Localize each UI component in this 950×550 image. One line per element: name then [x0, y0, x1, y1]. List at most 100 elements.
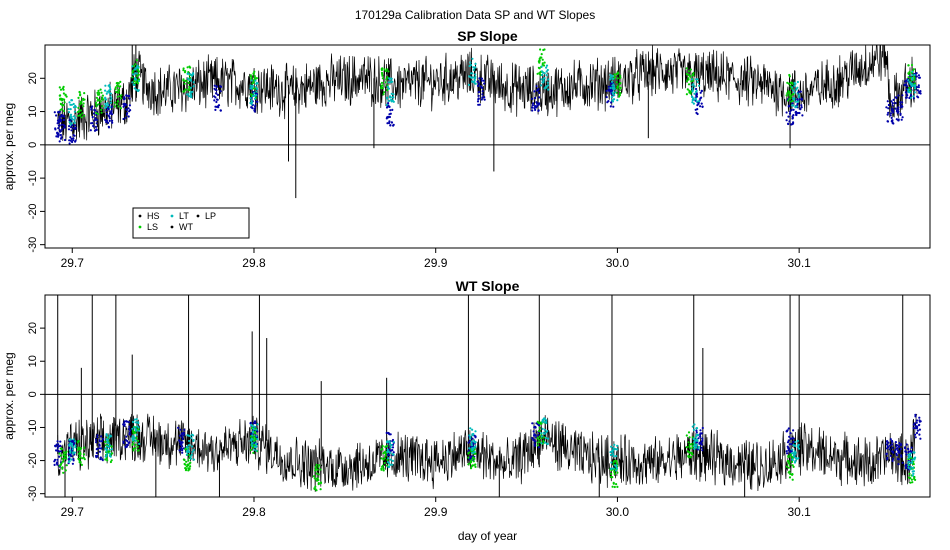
data-point-lt — [392, 440, 395, 443]
data-point-ls — [386, 68, 389, 71]
data-point-hs — [63, 126, 66, 129]
x-tick-label: 29.9 — [424, 505, 448, 519]
data-point-lt — [609, 78, 612, 81]
data-point-lt — [108, 444, 111, 447]
data-point-hs — [801, 114, 804, 117]
data-point-ls — [909, 76, 912, 79]
data-point-lt — [467, 83, 471, 86]
data-point-lt — [468, 75, 471, 78]
data-point-hs — [94, 117, 97, 120]
data-point-ls — [913, 82, 916, 85]
data-point-ls — [96, 112, 99, 116]
data-point-hs — [697, 437, 700, 440]
data-point-ls — [188, 453, 191, 456]
data-point-hs — [214, 108, 217, 111]
data-point-ls — [317, 473, 320, 476]
data-point-lt — [389, 458, 392, 461]
data-point-ls — [541, 62, 544, 65]
data-point-lt — [911, 77, 914, 80]
data-point-ls — [386, 76, 389, 79]
data-point-hs — [699, 105, 702, 108]
data-point-ls — [61, 460, 64, 463]
data-point-hs — [181, 437, 184, 441]
data-point-lt — [609, 451, 612, 454]
data-point-hs — [533, 440, 536, 443]
data-point-hs — [213, 99, 216, 102]
data-point-hs — [63, 115, 66, 118]
data-point-ls — [318, 464, 321, 467]
y-tick-label: -20 — [27, 453, 39, 469]
data-point-ls — [788, 73, 791, 77]
data-point-lt — [388, 78, 391, 81]
data-point-hs — [899, 447, 903, 451]
data-point-hs — [100, 447, 103, 450]
data-point-lt — [138, 442, 141, 445]
data-point-ls — [913, 476, 916, 479]
data-point-lt — [693, 437, 696, 440]
data-point-ls — [692, 71, 695, 75]
data-point-ls — [543, 61, 546, 64]
data-point-hs — [477, 82, 481, 85]
data-point-hs — [533, 443, 536, 446]
data-point-lt — [251, 101, 254, 104]
data-point-hs — [125, 113, 128, 116]
data-point-hs — [792, 440, 795, 443]
data-point-hs — [887, 103, 891, 107]
data-point-lt — [695, 433, 698, 436]
data-point-ls — [96, 91, 99, 94]
data-point-lt — [612, 446, 615, 450]
data-point-hs — [915, 419, 919, 422]
data-point-hs — [53, 111, 56, 114]
data-point-lt — [108, 434, 111, 437]
data-point-hs — [904, 79, 908, 82]
data-point-hs — [127, 421, 130, 424]
data-point-ls — [611, 476, 614, 479]
data-point-hs — [385, 431, 388, 434]
data-point-ls — [542, 64, 546, 67]
data-point-ls — [182, 67, 185, 70]
data-point-ls — [254, 437, 257, 440]
data-point-lt — [391, 96, 394, 99]
data-point-hs — [891, 121, 894, 124]
data-point-hs — [899, 101, 902, 104]
data-point-hs — [216, 98, 219, 101]
data-point-hs — [885, 443, 888, 446]
data-point-hs — [538, 91, 541, 94]
data-point-hs — [216, 93, 220, 96]
data-point-ls — [688, 443, 691, 446]
data-point-ls — [382, 93, 385, 96]
data-point-hs — [60, 136, 63, 139]
data-point-hs — [69, 453, 72, 457]
data-point-hs — [389, 449, 392, 452]
data-point-hs — [104, 118, 107, 121]
chart-title: SP Slope — [457, 28, 518, 44]
data-point-lt — [74, 105, 77, 109]
data-point-hs — [219, 109, 222, 112]
data-point-hs — [124, 104, 127, 107]
data-point-hs — [95, 441, 98, 444]
data-point-lt — [69, 451, 72, 454]
data-point-hs — [471, 437, 474, 440]
data-point-lt — [793, 461, 797, 464]
data-point-lt — [611, 77, 614, 80]
data-point-lt — [611, 74, 614, 77]
data-point-ls — [62, 92, 65, 95]
data-point-ls — [60, 103, 63, 106]
data-point-hs — [791, 122, 795, 125]
series-line-wt — [57, 45, 918, 142]
data-point-ls — [786, 459, 789, 463]
data-point-ls — [788, 91, 792, 94]
data-point-lt — [70, 99, 74, 102]
data-point-lt — [74, 444, 77, 447]
data-point-lt — [691, 425, 694, 428]
data-point-lt — [73, 118, 76, 121]
data-point-hs — [254, 105, 257, 108]
data-point-lt — [110, 97, 113, 100]
data-point-ls — [97, 89, 100, 92]
data-point-lt — [189, 457, 193, 460]
y-axis-label: approx. per meg — [2, 352, 16, 439]
data-point-ls — [315, 463, 318, 466]
data-point-hs — [897, 110, 900, 113]
data-point-hs — [788, 120, 791, 123]
data-point-hs — [54, 458, 57, 461]
